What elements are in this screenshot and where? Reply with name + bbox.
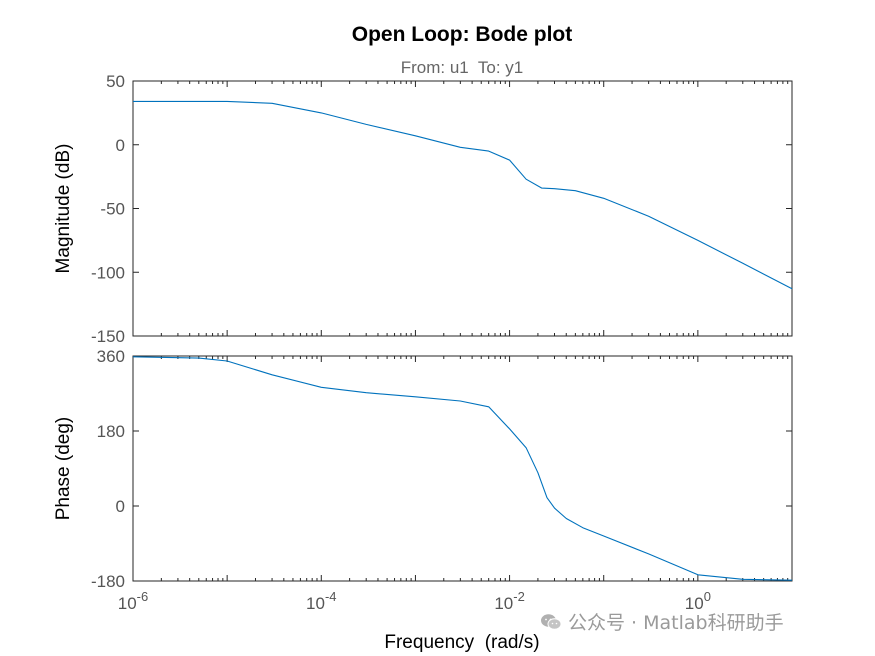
magnitude-y-tick-label: 0 bbox=[116, 136, 125, 155]
phase-y-tick-label: -180 bbox=[91, 572, 125, 591]
magnitude-axes-box bbox=[132, 80, 793, 337]
phase-axes-box bbox=[132, 355, 793, 582]
x-tick-label: 10-4 bbox=[306, 589, 336, 613]
phase-y-tick-label: 360 bbox=[97, 347, 125, 366]
watermark: 公众号 · Matlab科研助手 bbox=[540, 608, 784, 635]
magnitude-series-line bbox=[133, 100, 793, 290]
chart-title: Open Loop: Bode plot bbox=[352, 23, 572, 46]
x-axis-label: Frequency (rad/s) bbox=[384, 632, 539, 653]
magnitude-y-axis-label: Magnitude (dB) bbox=[53, 144, 74, 274]
magnitude-y-tick-label: -50 bbox=[100, 200, 125, 219]
phase-y-tick-label: 180 bbox=[97, 422, 125, 441]
chart-subtitle: From: u1 To: y1 bbox=[401, 58, 524, 77]
watermark-text: 公众号 · Matlab科研助手 bbox=[568, 612, 784, 634]
phase-panel: 360 180 0 -180 Phase (deg) bbox=[53, 347, 793, 591]
wechat-icon bbox=[541, 613, 562, 630]
x-tick-label: 10-2 bbox=[494, 589, 524, 613]
phase-series-line bbox=[132, 356, 793, 581]
x-tick-label: 10-6 bbox=[118, 589, 148, 613]
phase-y-tick-label: 0 bbox=[116, 497, 125, 516]
magnitude-y-tick-label: -100 bbox=[91, 263, 125, 282]
magnitude-y-tick-label: -150 bbox=[91, 327, 125, 346]
phase-y-axis-label: Phase (deg) bbox=[53, 417, 74, 521]
x-tick-label: 100 bbox=[685, 589, 711, 613]
magnitude-y-tick-label: 50 bbox=[106, 72, 125, 91]
magnitude-panel: 50 0 -50 -100 -150 Magnitude (dB) bbox=[53, 72, 793, 346]
